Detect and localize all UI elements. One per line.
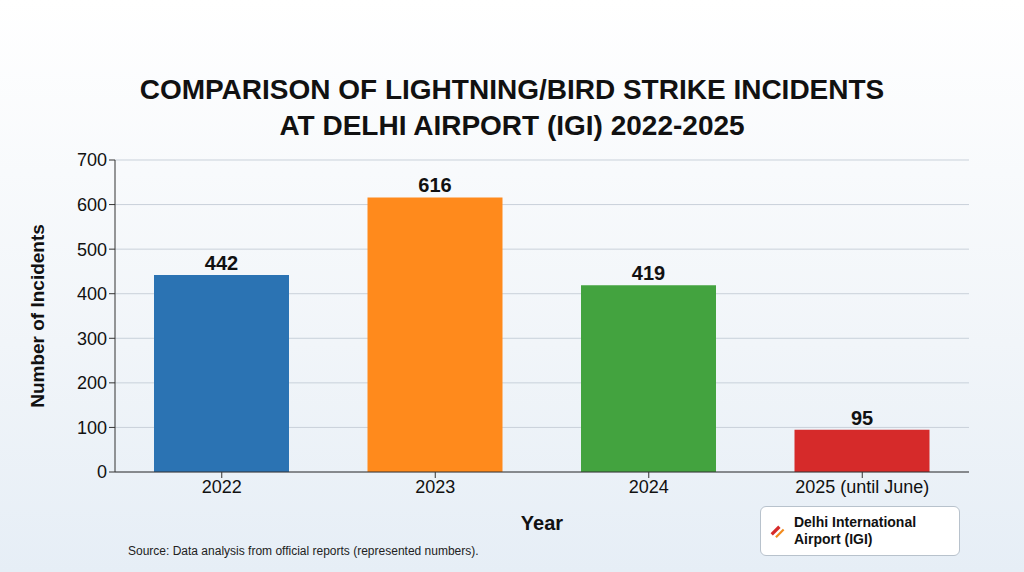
svg-text:700: 700 [77,150,107,170]
svg-text:2023: 2023 [415,477,455,497]
svg-text:419: 419 [632,262,665,284]
svg-text:100: 100 [77,418,107,438]
svg-text:616: 616 [418,174,451,196]
svg-text:2024: 2024 [629,477,669,497]
svg-text:95: 95 [851,407,873,429]
svg-text:600: 600 [77,195,107,215]
html-text:Source: Data analysis from off: Source: Data analysis from official repo… [128,544,479,558]
svg-text:0: 0 [97,462,107,482]
svg-text:Year: Year [521,512,563,534]
svg-text:442: 442 [205,252,238,274]
svg-text:300: 300 [77,329,107,349]
html-text:COMPARISON OF LIGHTNING/BIRD S: COMPARISON OF LIGHTNING/BIRD STRIKE INCI… [139,74,885,141]
svg-text:2022: 2022 [202,477,242,497]
svg-text:200: 200 [77,373,107,393]
svg-text:400: 400 [77,284,107,304]
svg-text:500: 500 [77,240,107,260]
html-text:Delhi International Airport (I: Delhi International Airport (IGI) [793,514,917,547]
html-text:Number of Incidents: Number of Incidents [27,224,48,408]
svg-text:2025 (until June): 2025 (until June) [795,477,929,497]
